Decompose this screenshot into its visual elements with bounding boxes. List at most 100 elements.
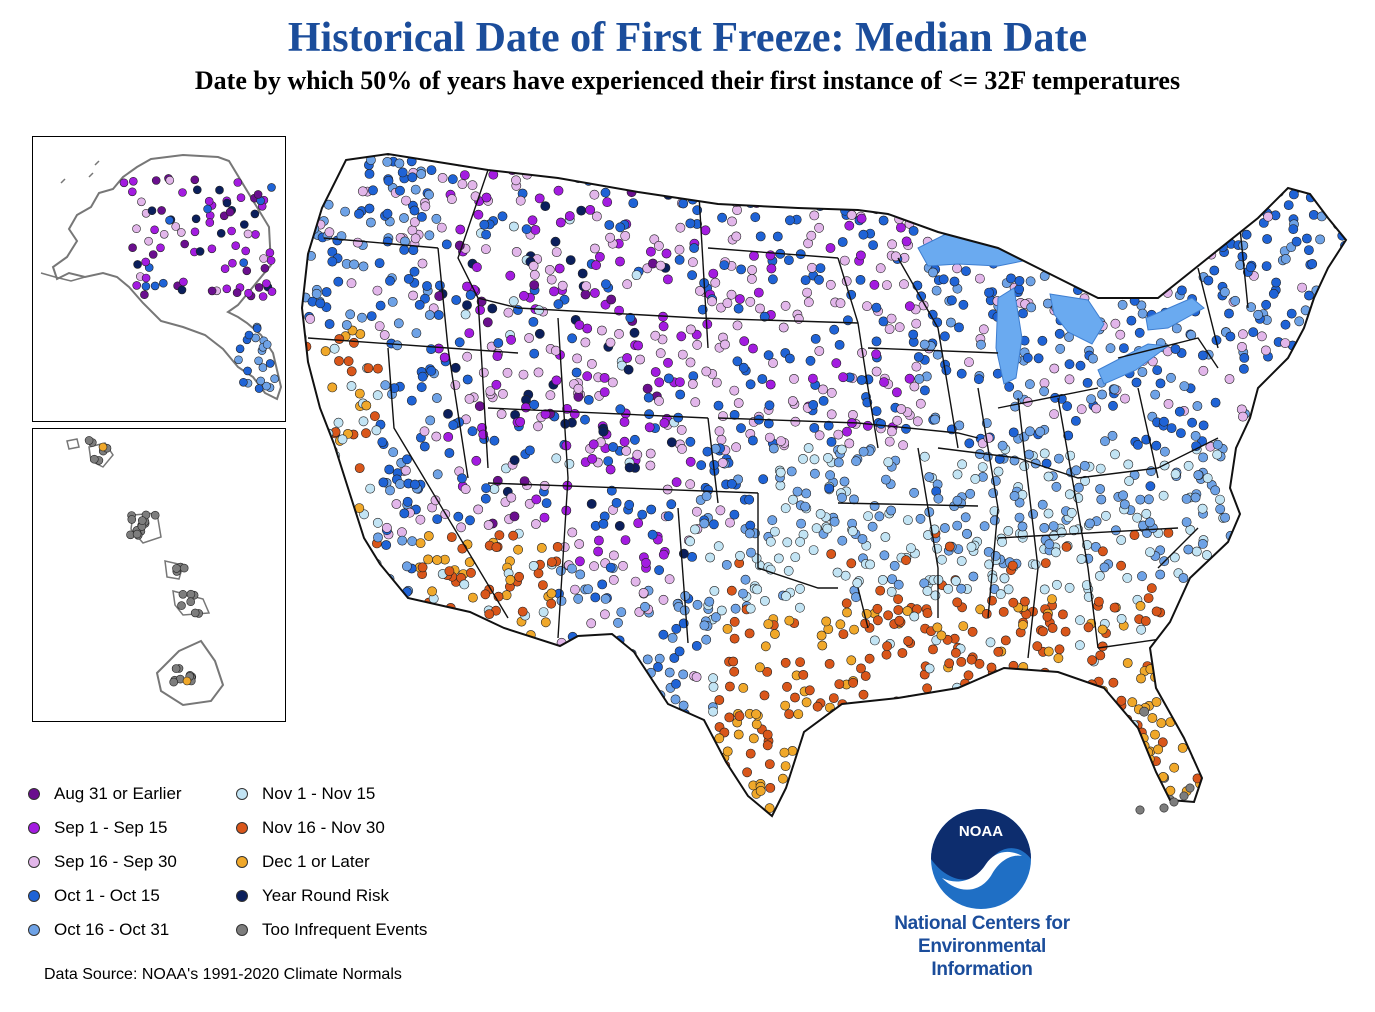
- station-dot: [812, 797, 823, 807]
- station-dot: [702, 446, 713, 457]
- station-dot: [1071, 415, 1081, 426]
- station-dot: [267, 287, 277, 296]
- station-dot: [445, 737, 455, 748]
- station-dot: [857, 534, 868, 544]
- station-dot: [956, 657, 967, 667]
- station-dot: [714, 426, 725, 437]
- station-dot: [540, 776, 551, 787]
- station-dot: [180, 239, 189, 249]
- station-dot: [781, 591, 791, 602]
- station-dot: [236, 193, 246, 203]
- station-dot: [1039, 386, 1049, 397]
- station-dot: [402, 561, 412, 572]
- station-dot: [1172, 157, 1182, 168]
- station-dot: [1120, 281, 1131, 291]
- station-dot: [1028, 193, 1039, 204]
- station-dot: [811, 523, 822, 534]
- station-dot: [551, 375, 562, 386]
- station-dot: [602, 197, 613, 207]
- station-dot: [358, 261, 369, 272]
- station-dot: [343, 356, 354, 367]
- station-dot: [382, 577, 393, 588]
- station-dot: [424, 189, 434, 200]
- station-dot: [510, 812, 521, 816]
- station-dot: [902, 606, 913, 616]
- station-dot: [609, 821, 618, 828]
- station-dot: [1043, 508, 1054, 519]
- station-dot: [685, 357, 696, 368]
- station-dot: [987, 231, 998, 242]
- station-dot: [1229, 561, 1239, 572]
- station-dot: [1149, 265, 1160, 276]
- station-dot: [1101, 510, 1111, 521]
- station-dot: [240, 220, 249, 229]
- station-dot: [1108, 228, 1119, 239]
- station-dot: [913, 352, 924, 362]
- station-dot: [567, 333, 577, 344]
- station-dot: [1339, 548, 1346, 559]
- station-dot: [723, 185, 734, 196]
- station-dot: [317, 729, 327, 740]
- station-dot: [690, 763, 701, 774]
- station-dot: [171, 222, 180, 231]
- station-dot: [1079, 460, 1090, 471]
- station-dot: [497, 388, 508, 399]
- station-dot: [1277, 755, 1287, 766]
- station-dot: [1326, 569, 1337, 580]
- station-dot: [873, 615, 883, 626]
- station-dot: [765, 536, 776, 547]
- station-dot: [762, 740, 773, 751]
- station-dot: [707, 774, 718, 785]
- station-dot: [1208, 689, 1219, 699]
- station-dot: [1170, 823, 1179, 828]
- station-dot: [190, 608, 200, 618]
- station-dot: [407, 172, 418, 183]
- legend-swatch: [236, 788, 248, 800]
- station-dot: [709, 585, 720, 596]
- station-dot: [1146, 220, 1157, 231]
- station-dot: [457, 543, 468, 554]
- station-dot: [401, 465, 411, 476]
- station-dot: [491, 750, 502, 760]
- station-dot: [678, 669, 689, 680]
- station-dot: [909, 487, 919, 498]
- station-dot: [254, 384, 264, 393]
- station-dot: [953, 181, 964, 192]
- station-dot: [303, 156, 314, 167]
- station-dot: [1333, 289, 1343, 300]
- station-dot: [589, 243, 600, 254]
- station-dot: [762, 729, 773, 740]
- station-dot: [627, 685, 638, 696]
- station-dot: [395, 185, 405, 196]
- station-dot: [531, 494, 542, 505]
- station-dot: [592, 764, 603, 775]
- station-dot: [551, 817, 560, 826]
- lake-huron: [1049, 293, 1105, 345]
- station-dot: [399, 245, 410, 255]
- station-dot: [790, 416, 801, 427]
- station-dot: [1285, 707, 1295, 718]
- station-dot: [1248, 713, 1259, 724]
- station-dot: [302, 590, 304, 601]
- station-dot: [1209, 265, 1220, 276]
- station-dot: [729, 666, 740, 677]
- station-dot: [946, 796, 957, 807]
- station-dot: [302, 514, 306, 525]
- station-dot: [1209, 574, 1220, 585]
- station-dot: [769, 526, 780, 537]
- station-dot: [1171, 244, 1182, 255]
- station-dot: [1054, 453, 1064, 464]
- station-dot: [451, 629, 462, 640]
- station-dot: [533, 367, 544, 378]
- station-dot: [1327, 335, 1338, 345]
- station-dot: [993, 646, 1004, 657]
- station-dot: [573, 819, 582, 828]
- station-dot: [786, 176, 797, 187]
- station-dot: [949, 276, 960, 287]
- station-dot: [1004, 381, 1015, 392]
- station-dot: [1331, 767, 1341, 778]
- station-dot: [1150, 729, 1160, 740]
- station-dot: [550, 776, 561, 787]
- station-dot: [950, 154, 961, 163]
- station-dot: [383, 154, 394, 156]
